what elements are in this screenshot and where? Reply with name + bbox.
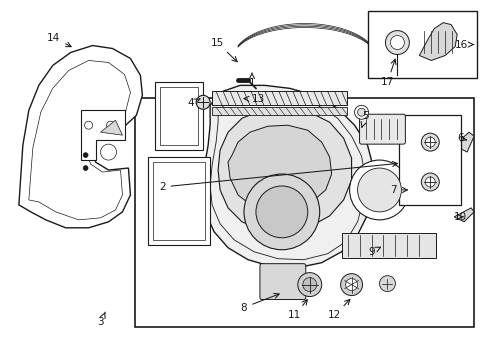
Circle shape [83, 166, 88, 171]
Text: 11: 11 [287, 300, 306, 320]
Circle shape [425, 177, 434, 187]
Text: 3: 3 [97, 312, 105, 328]
Circle shape [340, 274, 362, 296]
Text: 9: 9 [367, 247, 380, 257]
Polygon shape [453, 208, 473, 222]
Circle shape [349, 160, 408, 220]
Circle shape [244, 174, 319, 250]
Text: 10: 10 [453, 212, 466, 222]
Bar [341, 233, 435, 258]
Circle shape [357, 108, 365, 116]
Text: 14: 14 [47, 32, 71, 47]
Text: 6: 6 [456, 133, 466, 143]
Circle shape [385, 31, 408, 54]
Polygon shape [101, 120, 122, 135]
Bar [153, 162, 205, 240]
Text: 13: 13 [244, 94, 264, 104]
Text: 17: 17 [380, 59, 395, 87]
Polygon shape [453, 132, 473, 152]
Text: 4: 4 [187, 98, 200, 108]
Polygon shape [81, 110, 125, 160]
Circle shape [354, 105, 368, 119]
Bar [399, 115, 460, 205]
Polygon shape [218, 108, 351, 232]
Bar [367, 11, 476, 78]
Bar [160, 87, 198, 145]
Circle shape [421, 173, 438, 191]
Circle shape [84, 121, 92, 129]
Circle shape [345, 279, 357, 291]
Circle shape [379, 276, 395, 292]
Text: 5: 5 [360, 111, 368, 127]
Polygon shape [227, 125, 331, 212]
Polygon shape [202, 85, 373, 268]
Bar [212, 107, 346, 115]
Circle shape [389, 36, 404, 50]
Text: 1: 1 [248, 73, 255, 88]
Text: 16: 16 [454, 40, 472, 50]
Circle shape [106, 121, 114, 129]
Polygon shape [19, 45, 142, 228]
Circle shape [302, 278, 316, 292]
Bar [155, 82, 203, 150]
FancyBboxPatch shape [260, 264, 305, 300]
Text: 7: 7 [389, 185, 407, 195]
Bar [135, 98, 473, 328]
Text: 12: 12 [327, 300, 349, 320]
FancyBboxPatch shape [359, 114, 405, 144]
Circle shape [83, 153, 88, 158]
Circle shape [357, 168, 401, 212]
Circle shape [421, 133, 438, 151]
Bar [148, 157, 210, 245]
Text: 15: 15 [210, 37, 237, 62]
Bar [212, 91, 346, 105]
Circle shape [297, 273, 321, 297]
Text: 2: 2 [159, 162, 397, 192]
Polygon shape [419, 23, 456, 60]
Circle shape [425, 137, 434, 147]
Text: 8: 8 [240, 293, 279, 312]
Circle shape [255, 186, 307, 238]
Circle shape [196, 95, 210, 109]
